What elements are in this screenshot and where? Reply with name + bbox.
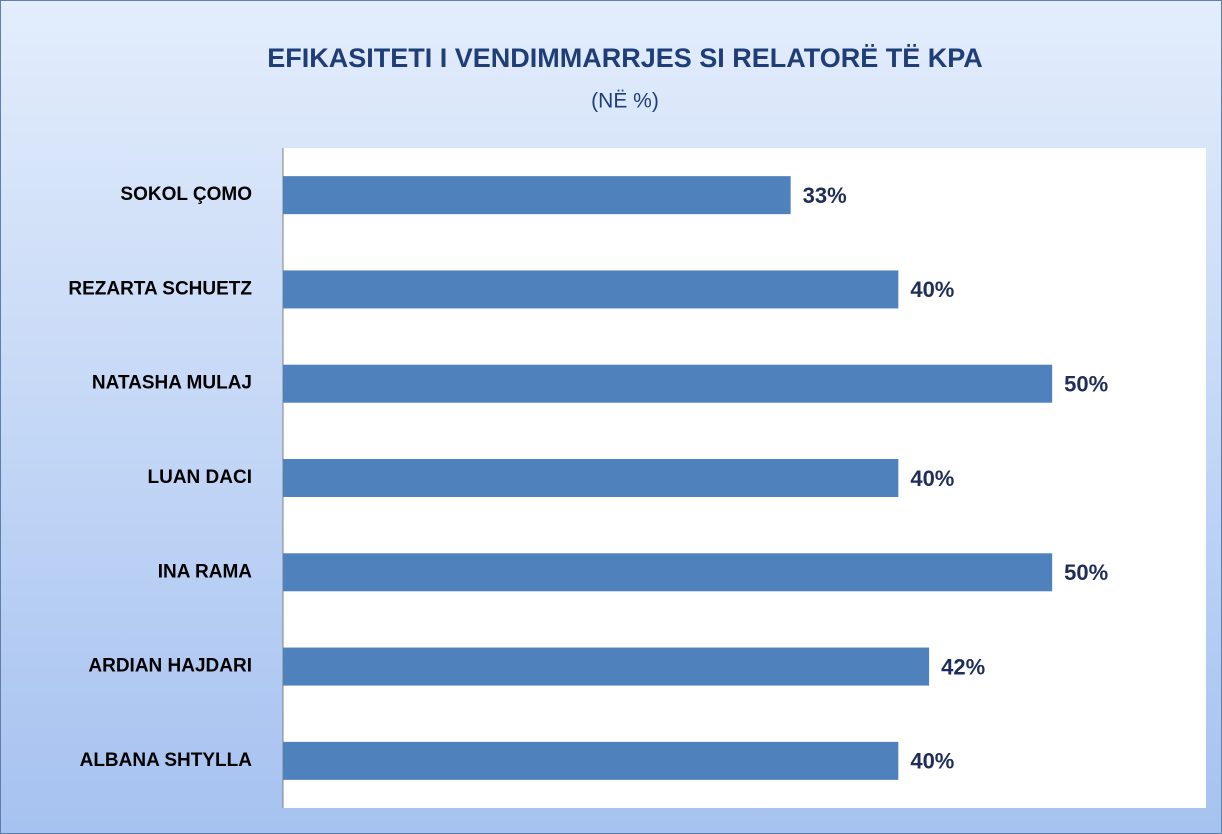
chart-subtitle: (NË %) [591, 90, 659, 113]
bar [283, 459, 899, 497]
chart-title: EFIKASITETI I VENDIMMARRJES SI RELATORË … [267, 43, 983, 73]
y-tick-label: ARDIAN HAJDARI [88, 656, 252, 677]
y-tick-label: REZARTA SCHUETZ [68, 278, 252, 299]
data-label: 50% [1064, 560, 1108, 585]
bar [283, 176, 791, 215]
data-label: 40% [910, 749, 954, 774]
bar [283, 553, 1053, 592]
bar [283, 364, 1053, 403]
data-label: 50% [1064, 372, 1108, 397]
data-label: 40% [910, 466, 954, 491]
y-tick-label: ALBANA SHTYLLA [80, 750, 253, 771]
bar [283, 741, 899, 780]
data-label: 33% [803, 183, 847, 208]
y-tick-label: SOKOL ÇOMO [120, 184, 252, 205]
y-tick-label: LUAN DACI [148, 467, 253, 488]
y-tick-label: INA RAMA [158, 561, 253, 582]
bar [283, 270, 899, 309]
y-tick-label: NATASHA MULAJ [92, 373, 252, 394]
data-label: 42% [941, 654, 985, 679]
bar [283, 647, 930, 686]
data-label: 40% [910, 277, 954, 302]
